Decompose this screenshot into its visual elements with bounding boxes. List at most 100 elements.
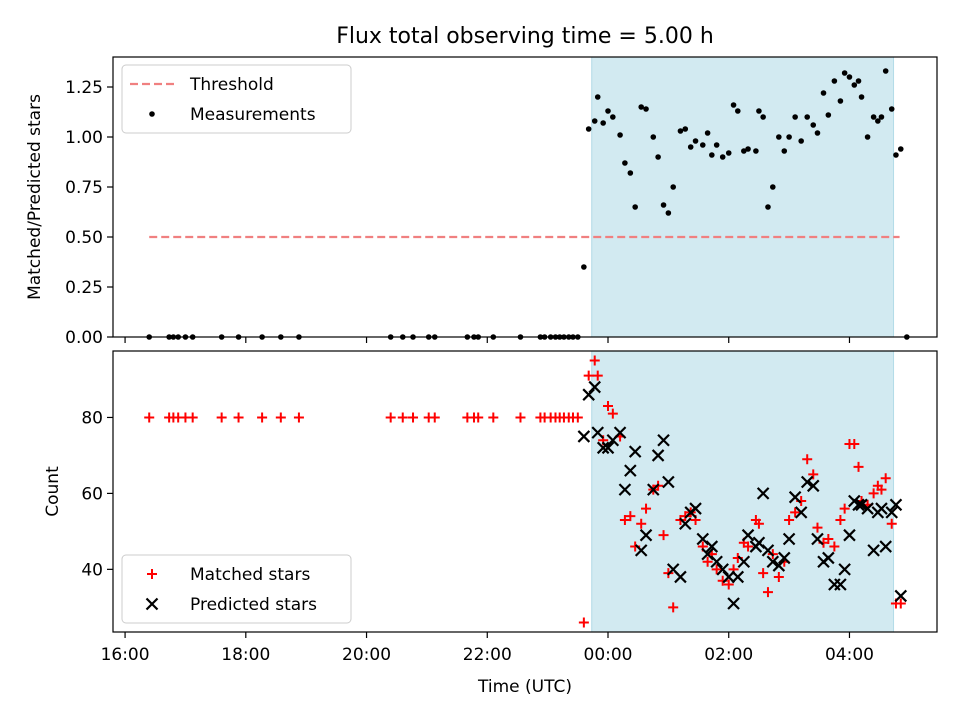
measurement-point	[846, 74, 853, 80]
measurement-point	[665, 210, 672, 216]
matched-star-marker	[823, 533, 834, 544]
y-tick-label: 80	[81, 408, 103, 428]
shaded-observing-window	[591, 56, 895, 338]
matched-star-marker	[808, 469, 819, 480]
predicted-star-marker	[811, 532, 824, 546]
predicted-star-marker	[777, 551, 791, 565]
y-tick-label: 40	[81, 560, 103, 580]
measurement-point	[841, 70, 848, 76]
x-axis-label: Time (UTC)	[477, 677, 572, 697]
legend: Matched stars Predicted stars	[121, 554, 352, 624]
predicted-star-marker	[591, 426, 605, 439]
matched-star-marker	[473, 412, 484, 423]
matched-star-marker	[895, 598, 906, 609]
measurement-point	[594, 94, 601, 100]
measurement-point	[888, 106, 895, 112]
matched-star-marker	[625, 511, 636, 522]
measurement-point	[804, 114, 811, 120]
measurement-point	[730, 102, 737, 108]
predicted-star-marker	[689, 502, 702, 515]
predicted-star-marker	[634, 544, 648, 557]
matched-star-marker	[144, 412, 155, 423]
matched-star-marker	[880, 473, 891, 484]
measurement-point	[643, 106, 649, 112]
legend-box	[121, 64, 352, 134]
matched-star-marker	[868, 488, 879, 499]
top-panel-ratio: 0.00 0.25 0.50 0.75 1.00 1.25 Matched/Predicte…	[25, 56, 938, 348]
measurement-point	[677, 128, 684, 134]
measurement-point	[741, 148, 747, 154]
predicted-star-marker	[885, 506, 899, 519]
predicted-star-marker	[647, 483, 660, 496]
measurement-point	[820, 90, 827, 96]
predicted-star-marker	[756, 487, 770, 500]
matched-star-marker	[658, 530, 669, 541]
legend-entry-label: Predicted stars	[190, 595, 317, 615]
matched-star-marker	[641, 503, 652, 514]
measurement-point	[870, 114, 877, 120]
measurement-point	[814, 130, 821, 136]
matched-star-marker	[607, 408, 618, 419]
matched-star-marker	[216, 412, 227, 423]
measurement-point	[878, 114, 885, 120]
matched-star-marker	[619, 514, 630, 525]
measurement-point	[855, 78, 862, 84]
matched-star-marker	[515, 412, 526, 423]
measurement-point	[897, 146, 904, 152]
measurement-point	[617, 132, 623, 138]
matched-star-marker	[589, 355, 600, 366]
matched-star-marker	[408, 412, 419, 423]
predicted-star-marker	[741, 528, 755, 542]
matched-star-marker	[711, 564, 722, 575]
predicted-star-marker	[674, 570, 687, 584]
measurement-point	[864, 134, 871, 140]
predicted-star-marker	[662, 475, 675, 489]
y-tick-label: 1.25	[65, 78, 103, 98]
measurement-point	[745, 146, 751, 152]
matched-star-marker	[773, 571, 784, 582]
predicted-star-marker	[737, 555, 751, 569]
measurement-point	[692, 138, 699, 144]
measurement-point	[655, 154, 661, 160]
matched-star-marker	[790, 507, 801, 518]
matched-star-marker	[853, 461, 864, 472]
x-tick-label: 22:00	[463, 645, 512, 665]
predicted-star-marker	[894, 589, 908, 603]
axes-frame	[112, 56, 938, 338]
measurement-point	[831, 78, 838, 84]
matched-star-marker	[572, 412, 583, 423]
matched-star-marker	[680, 511, 691, 522]
matched-star-marker	[488, 412, 499, 423]
measurement-point	[725, 150, 732, 156]
predicted-star-marker	[657, 433, 670, 447]
measurement-point	[770, 184, 776, 190]
measurement-point	[810, 122, 817, 128]
measurement-point	[610, 114, 616, 120]
matched-star-marker	[723, 579, 734, 590]
predicted-star-marker	[716, 563, 729, 576]
figure-title: Flux total observing time = 5.00 h	[336, 24, 714, 49]
measurement-point	[660, 202, 667, 208]
predicted-star-marker	[772, 559, 786, 572]
measurement-point	[765, 204, 771, 210]
y-tick-label: 1.00	[65, 128, 103, 148]
measurement-point	[581, 264, 587, 270]
matched-star-marker	[829, 541, 840, 552]
measurement-point	[605, 108, 611, 114]
measurement-point	[687, 144, 694, 150]
measurement-point	[753, 148, 759, 154]
measurement-point	[670, 184, 676, 190]
y-tick-label: 60	[81, 484, 103, 504]
measurement-point	[893, 152, 899, 158]
measurement-point	[699, 142, 706, 148]
matched-star-marker	[583, 370, 594, 381]
measurement-point	[776, 134, 782, 140]
predicted-star-marker	[834, 578, 847, 591]
predicted-star-marker	[838, 563, 851, 576]
legend: Threshold Measurements	[121, 64, 352, 134]
measurement-point	[851, 82, 858, 88]
predicted-star-marker	[618, 483, 632, 496]
shaded-observing-window	[591, 350, 895, 633]
measurement-point	[756, 108, 762, 114]
